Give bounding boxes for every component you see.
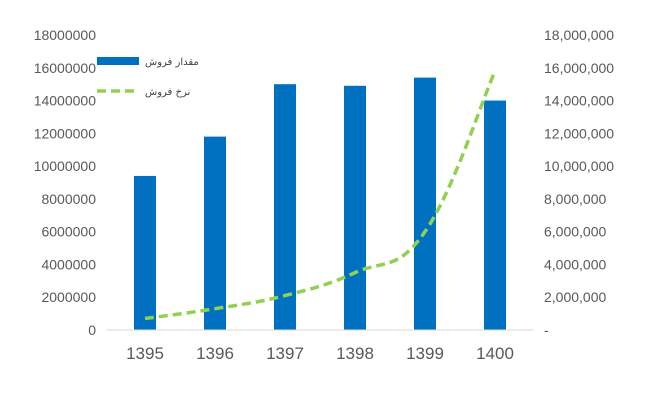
left-y-tick-label: 12000000 (34, 125, 97, 141)
x-tick-label: 1399 (406, 344, 444, 363)
bar (134, 175, 156, 330)
legend-swatch-bar (97, 57, 139, 65)
right-y-tick-label: 2,000,000 (544, 289, 606, 305)
right-y-tick-label: 12,000,000 (544, 125, 614, 141)
right-y-tick-label: 10,000,000 (544, 158, 614, 174)
x-tick-label: 1396 (196, 344, 234, 363)
left-y-tick-label: 2000000 (41, 289, 96, 305)
right-y-tick-label: 8,000,000 (544, 191, 606, 207)
x-tick-label: 1397 (266, 344, 304, 363)
right-y-tick-label: 14,000,000 (544, 93, 614, 109)
x-tick-label: 1400 (476, 344, 514, 363)
left-y-tick-label: 10000000 (34, 158, 97, 174)
right-y-tick-label: - (544, 322, 549, 338)
left-y-tick-label: 8000000 (41, 191, 96, 207)
left-y-tick-label: 14000000 (34, 93, 97, 109)
bar (274, 84, 296, 331)
left-y-tick-label: 6000000 (41, 224, 96, 240)
right-y-axis-ticks: - 2,000,000 4,000,000 6,000,000 8,000,000 10,… (544, 27, 614, 338)
bar (344, 85, 366, 330)
bar-series (134, 77, 506, 331)
legend-label: مقدار فروش (145, 57, 199, 68)
left-y-tick-label: 4000000 (41, 256, 96, 272)
legend-label: نرخ فروش (145, 87, 190, 98)
left-y-tick-label: 16000000 (34, 60, 97, 76)
legend: مقدار فروش نرخ فروش (97, 57, 199, 98)
x-axis-ticks: 1395 1396 1397 1398 1399 1400 (126, 344, 514, 363)
left-y-axis-ticks: 0 2000000 4000000 6000000 8000000 10000000 120… (34, 27, 97, 338)
left-y-tick-label: 18000000 (34, 27, 97, 43)
right-y-tick-label: 16,000,000 (544, 60, 614, 76)
line-path (144, 70, 497, 321)
bar (204, 136, 226, 330)
left-y-tick-label: 0 (88, 322, 96, 338)
line-series (144, 70, 497, 321)
x-tick-label: 1395 (126, 344, 164, 363)
bar (414, 77, 436, 330)
bar (484, 100, 506, 330)
right-y-tick-label: 6,000,000 (544, 224, 606, 240)
x-tick-label: 1398 (336, 344, 374, 363)
right-y-tick-label: 4,000,000 (544, 256, 606, 272)
right-y-tick-label: 18,000,000 (544, 27, 614, 43)
